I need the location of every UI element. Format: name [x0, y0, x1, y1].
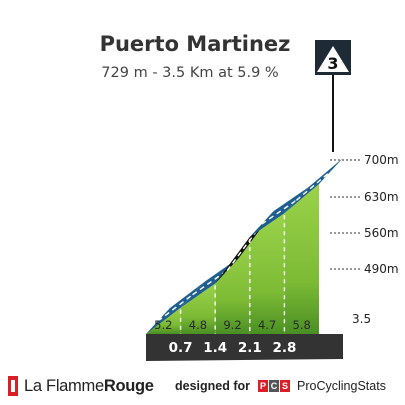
credit: designed for P C S ProCyclingStats	[175, 379, 386, 393]
footer: La FlammeRouge designed for P C S ProCyc…	[0, 372, 405, 405]
altitude-tick-label: 700m	[364, 153, 399, 167]
altitude-tick-label: 630m	[364, 190, 399, 204]
pcs-letter-s: S	[280, 380, 291, 392]
profile-segment-fill	[215, 237, 250, 334]
pcs-logo-icon: P C S	[258, 380, 291, 392]
gradient-label: 9.2	[223, 318, 241, 332]
profile-segment-fill	[249, 213, 285, 334]
profile-segment-fill	[180, 283, 216, 334]
altitude-tick-label: 490m	[364, 262, 399, 276]
gradient-label: 5.2	[154, 318, 172, 332]
pcs-letter-p: P	[258, 380, 269, 392]
end-distance-label: 3.5	[352, 312, 371, 326]
category-badge: 3	[315, 40, 351, 152]
profile-segment-fill	[284, 184, 319, 334]
profile-plot: 700m 630m 560m 490m 5.2 4.8 9.2 4.7 5.8 0.7 1.4 2.1…	[146, 153, 399, 361]
brand-name-part1: La Flamme	[24, 376, 104, 395]
flame-rouge-icon	[8, 376, 18, 396]
category-badge-label: 3	[327, 54, 338, 73]
road-centre-line	[261, 199, 297, 225]
credit-prefix: designed for	[175, 379, 251, 393]
chart-subtitle: 729 m - 3.5 Km at 5.9 %	[101, 65, 278, 81]
brand-name: La FlammeRouge	[24, 377, 154, 396]
gradient-label: 5.8	[293, 318, 311, 332]
road-centre-line	[192, 269, 228, 296]
altitude-tick-label: 560m	[364, 226, 399, 240]
distance-label: 2.1	[238, 340, 262, 356]
gradient-label: 4.7	[258, 318, 276, 332]
brand-name-part2: Rouge	[103, 376, 154, 395]
road-centre-line	[295, 170, 332, 201]
distance-label: 0.7	[169, 340, 193, 356]
category-badge-triangle	[317, 46, 349, 72]
gradient-label: 4.8	[189, 318, 207, 332]
chart-title: Puerto Martinez	[100, 32, 291, 56]
road-centre-line	[157, 294, 194, 322]
brand-logo: La FlammeRouge	[6, 376, 154, 396]
pcs-letter-c: C	[269, 380, 280, 392]
distance-label: 2.8	[272, 340, 296, 356]
credit-site: ProCyclingStats	[297, 379, 386, 393]
distance-label: 1.4	[203, 340, 227, 356]
distance-band	[146, 334, 343, 361]
